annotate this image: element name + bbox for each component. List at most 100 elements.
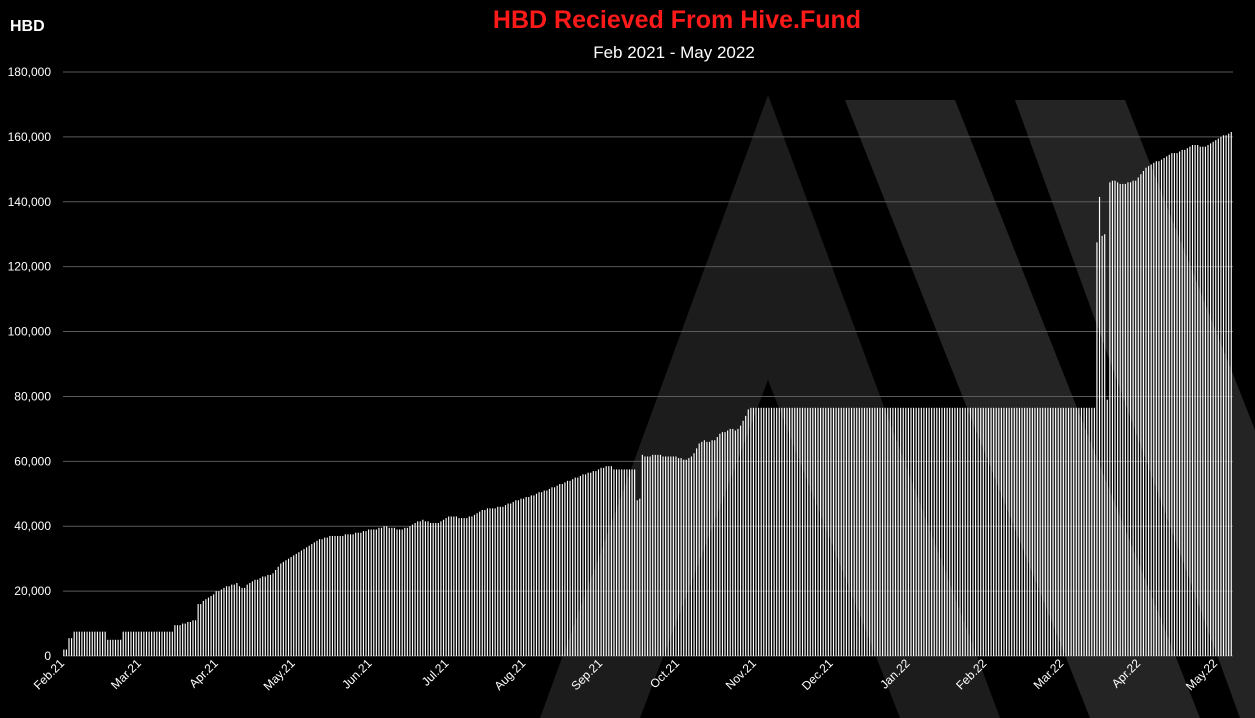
bar — [313, 542, 315, 656]
bar — [517, 500, 519, 656]
bar — [375, 529, 377, 656]
bar — [1039, 407, 1041, 656]
bar — [91, 631, 93, 656]
bar — [985, 407, 987, 656]
bar — [1021, 407, 1023, 656]
bar — [422, 519, 424, 656]
bar — [285, 560, 287, 656]
bar — [166, 631, 168, 656]
bar — [515, 500, 517, 656]
bar — [931, 407, 933, 656]
bar — [938, 407, 940, 656]
bar — [752, 407, 755, 656]
bar — [631, 469, 633, 656]
y-tick-label: 0 — [44, 649, 51, 663]
bar — [1091, 407, 1093, 656]
bar — [220, 589, 222, 656]
bar — [866, 407, 868, 656]
bar — [644, 456, 646, 656]
bar — [569, 480, 571, 656]
bar — [1129, 182, 1132, 656]
bar — [776, 407, 778, 656]
bar — [184, 623, 186, 656]
bar — [339, 535, 341, 656]
bar — [393, 527, 396, 656]
bar — [832, 407, 835, 656]
bar — [357, 532, 359, 656]
bar — [721, 432, 724, 656]
bar — [71, 638, 73, 656]
y-tick-label: 60,000 — [14, 454, 51, 468]
bar — [210, 595, 212, 656]
bar — [455, 516, 457, 656]
bar — [445, 518, 447, 656]
bar — [703, 440, 705, 656]
bar — [427, 521, 429, 656]
bar — [94, 631, 96, 656]
bar — [303, 548, 305, 656]
bar — [724, 432, 726, 656]
bar — [672, 456, 674, 656]
bar — [1142, 170, 1145, 656]
bar — [538, 492, 540, 656]
y-tick-label: 140,000 — [8, 195, 52, 209]
bar — [329, 535, 331, 656]
bar — [907, 407, 909, 656]
bar — [574, 477, 576, 656]
bar — [667, 456, 669, 656]
bar — [902, 407, 904, 656]
bar — [920, 407, 922, 656]
bar — [1065, 407, 1067, 656]
bar — [388, 527, 390, 656]
bar — [256, 579, 259, 656]
bar — [889, 407, 891, 656]
bar — [1067, 407, 1070, 656]
bar — [1194, 145, 1196, 656]
bar — [869, 407, 871, 656]
bar — [202, 600, 204, 656]
bar — [1057, 407, 1059, 656]
bar — [145, 631, 148, 656]
bar — [461, 518, 463, 656]
bar — [238, 586, 241, 656]
bar — [1140, 174, 1142, 656]
bar — [894, 407, 897, 656]
bar — [1160, 159, 1163, 656]
bar — [430, 522, 432, 656]
bar — [683, 459, 685, 656]
bar — [368, 529, 370, 656]
bar — [745, 415, 747, 656]
bar — [492, 508, 494, 656]
bar — [466, 518, 468, 656]
bar — [861, 407, 863, 656]
bar — [1119, 183, 1121, 656]
bar — [1122, 183, 1124, 656]
bar — [192, 620, 194, 656]
bar — [918, 407, 920, 656]
bar — [244, 587, 246, 656]
bar — [1220, 136, 1222, 656]
bar — [114, 639, 117, 656]
bar — [770, 407, 773, 656]
bar — [442, 519, 445, 656]
y-tick-label: 120,000 — [8, 260, 52, 274]
bar — [559, 484, 561, 656]
bar — [711, 440, 713, 656]
bar — [215, 591, 217, 656]
bar — [595, 471, 597, 656]
bar — [626, 469, 628, 656]
bar — [481, 510, 483, 656]
bar — [887, 407, 889, 656]
bar — [858, 407, 860, 656]
bar — [747, 409, 749, 656]
bar — [933, 407, 935, 656]
bar — [1228, 133, 1230, 656]
bar — [463, 518, 465, 656]
bar — [89, 631, 91, 656]
bar — [923, 407, 925, 656]
bar — [295, 553, 297, 656]
bar — [964, 407, 966, 656]
bar — [646, 456, 649, 656]
bar — [200, 604, 202, 656]
bar — [1049, 407, 1052, 656]
